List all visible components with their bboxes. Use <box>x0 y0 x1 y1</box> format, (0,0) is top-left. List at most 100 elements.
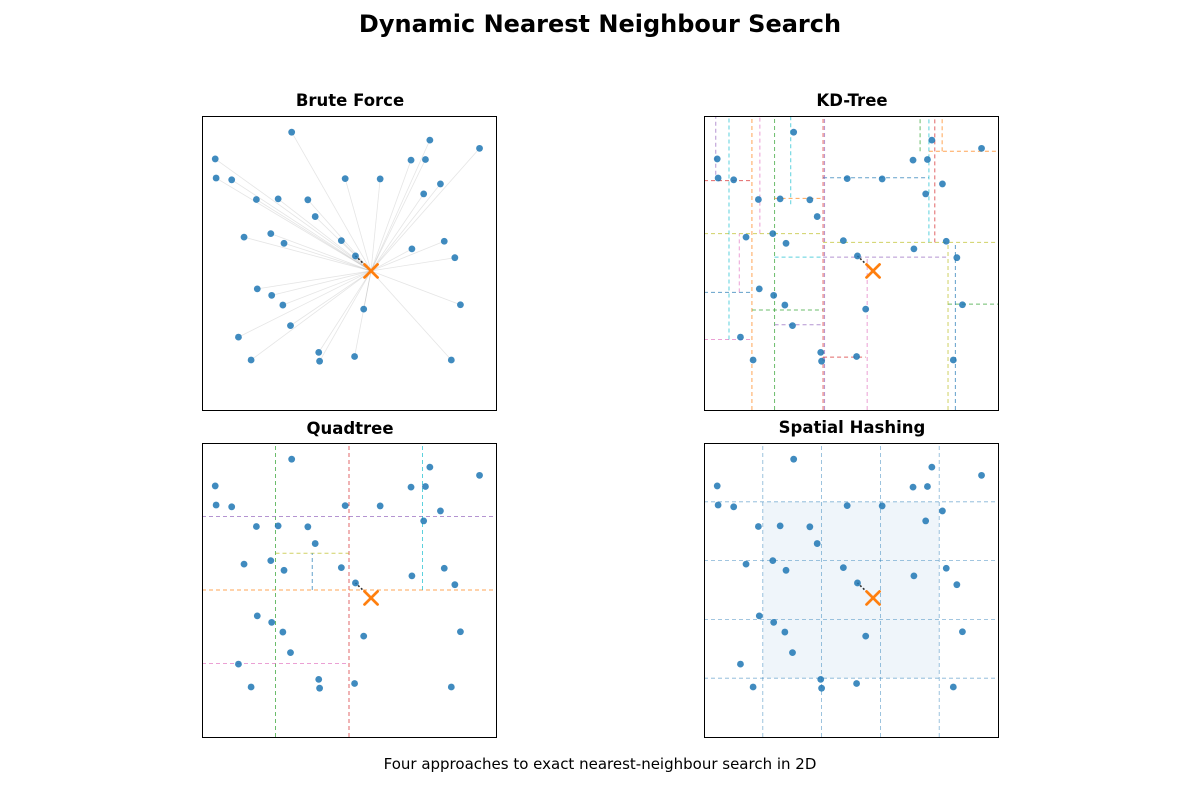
data-point <box>287 649 294 657</box>
data-point <box>924 483 931 490</box>
data-point <box>437 180 444 188</box>
data-point <box>447 356 455 364</box>
data-point <box>928 136 936 144</box>
data-point <box>211 155 219 163</box>
distance-check-line <box>307 199 372 272</box>
data-point <box>253 612 261 620</box>
data-point <box>280 566 288 574</box>
distance-check-line <box>370 193 425 272</box>
distance-check-line <box>370 248 413 272</box>
data-point <box>806 523 814 531</box>
data-point <box>267 557 275 564</box>
distance-check-line <box>370 159 426 272</box>
distance-check-line <box>215 177 372 272</box>
data-point <box>949 683 957 691</box>
distance-check-line <box>354 270 372 357</box>
data-point <box>853 680 860 687</box>
query-point-marker <box>363 590 379 606</box>
data-point <box>420 190 428 198</box>
axes-frame <box>202 116 497 411</box>
data-point <box>352 252 359 260</box>
data-point <box>316 684 323 692</box>
data-point <box>953 581 961 589</box>
data-point <box>228 503 236 511</box>
distance-check-line <box>318 270 372 353</box>
data-point <box>315 675 323 683</box>
data-point <box>437 507 444 515</box>
data-point <box>360 632 368 640</box>
data-point <box>457 628 464 636</box>
axes-frame <box>202 443 497 738</box>
data-point <box>211 482 219 490</box>
data-point <box>422 483 429 490</box>
data-point <box>714 501 722 509</box>
data-point <box>376 502 384 510</box>
data-point <box>337 237 345 245</box>
data-point <box>447 683 455 691</box>
data-point <box>749 683 757 691</box>
axes-frame <box>704 443 999 738</box>
data-point <box>422 156 429 163</box>
data-point <box>267 230 275 238</box>
data-point <box>939 180 946 188</box>
data-point <box>782 566 790 574</box>
distance-check-line <box>370 139 431 272</box>
distance-check-line <box>231 179 372 272</box>
data-point <box>268 291 276 299</box>
data-point <box>781 301 789 309</box>
data-point <box>949 356 957 364</box>
data-point <box>252 196 260 203</box>
distance-check-line <box>370 257 455 272</box>
data-point <box>843 175 851 183</box>
data-point <box>770 291 778 299</box>
data-point <box>252 523 260 530</box>
data-point <box>279 628 287 636</box>
kd-tree-panel <box>704 116 999 411</box>
data-point <box>253 285 261 293</box>
data-point <box>351 353 358 360</box>
distance-check-line <box>363 270 372 310</box>
data-point <box>337 564 345 572</box>
data-point <box>315 348 323 356</box>
data-point <box>817 348 825 356</box>
data-point <box>311 213 319 220</box>
distance-check-line <box>271 270 372 296</box>
data-point <box>713 482 721 490</box>
data-point <box>274 522 282 530</box>
data-point <box>818 684 825 692</box>
data-point <box>426 463 434 471</box>
data-point <box>341 502 349 510</box>
data-point <box>922 517 930 525</box>
data-point <box>928 463 936 471</box>
data-point <box>288 128 296 136</box>
axes-frame <box>704 116 999 411</box>
data-point <box>818 357 825 365</box>
data-point <box>755 285 763 293</box>
distance-check-line <box>290 270 372 326</box>
data-point <box>730 176 738 184</box>
query-point-marker <box>865 263 881 279</box>
distance-check-line <box>283 242 372 272</box>
data-point <box>843 502 851 510</box>
distance-check-line <box>214 158 372 272</box>
data-point <box>351 680 358 687</box>
data-point <box>240 560 248 568</box>
data-point <box>376 175 384 183</box>
data-point <box>978 144 985 152</box>
data-point <box>476 471 483 479</box>
data-point <box>959 628 966 636</box>
data-point <box>360 305 368 313</box>
distance-check-line <box>370 159 412 272</box>
data-point <box>978 471 985 479</box>
query-point-marker <box>865 590 881 606</box>
data-point <box>287 322 294 330</box>
data-point <box>910 245 918 253</box>
data-point <box>279 301 287 309</box>
searched-cells-region <box>762 501 940 679</box>
data-point <box>776 522 784 530</box>
distance-check-line <box>370 270 461 306</box>
data-point <box>878 502 886 510</box>
panel-title-kd-tree: KD-Tree <box>816 91 888 110</box>
data-point <box>228 176 236 184</box>
data-point <box>813 213 821 220</box>
